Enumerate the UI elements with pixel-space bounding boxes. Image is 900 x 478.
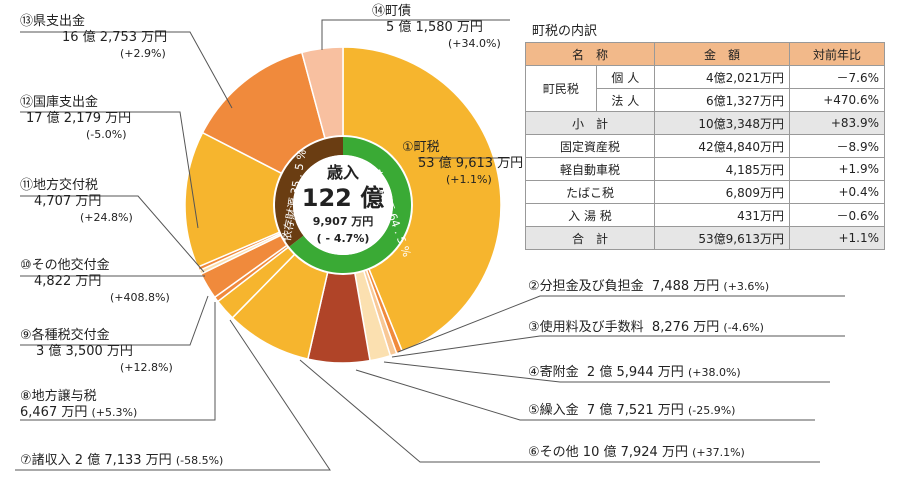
row-name: 個 人 — [595, 65, 656, 89]
col-header-amount: 金 額 — [654, 42, 790, 66]
row-ratio: +1.9% — [789, 157, 885, 181]
row-name: 固定資産税 — [525, 134, 655, 158]
table-header-row: 名 称 金 額 対前年比 — [525, 42, 885, 66]
center-change: ( - 4.7%) — [317, 232, 370, 245]
row-ratio: －7.6% — [789, 65, 885, 89]
label-s7: ⑦諸収入 2 億 7,133 万円 (-58.5%) — [20, 453, 224, 468]
label-s5: ⑤繰入金 7 億 7,521 万円 (-25.9%) — [528, 403, 736, 418]
leader-s11 — [20, 195, 205, 273]
leader-s8 — [20, 302, 216, 421]
label-s13: ⑬県支出金 16 億 2,753 万円 (+2.9%) — [20, 14, 168, 60]
table-row: たばこ税 6,809万円 +0.4% — [525, 180, 885, 204]
table-row: 町民税 個 人 4億2,021万円 －7.6% — [525, 65, 885, 112]
center-total: 122 億 — [302, 184, 384, 212]
label-s11: ⑪地方交付税 4,707 万円 (+24.8%) — [20, 178, 133, 224]
leader-s6 — [299, 359, 820, 463]
row-name: 軽自動車税 — [525, 157, 655, 181]
row-amount: 53億9,613万円 — [654, 226, 790, 250]
row-ratio: －0.6% — [789, 203, 885, 227]
col-header-name: 名 称 — [525, 42, 655, 66]
center-circle — [293, 155, 393, 255]
row-amount: 10億3,348万円 — [654, 111, 790, 135]
row-name: たばこ税 — [525, 180, 655, 204]
label-s4: ④寄附金 2 億 5,944 万円 (+38.0%) — [528, 365, 741, 380]
label-s12: ⑫国庫支出金 17 億 2,179 万円 (-5.0%) — [20, 95, 132, 141]
row-amount: 6億1,327万円 — [654, 88, 790, 112]
label-s6: ⑥その他 10 億 7,924 万円 (+37.1%) — [528, 445, 745, 460]
ring-segment-self — [289, 137, 411, 273]
row-ratio: +1.1% — [789, 226, 885, 250]
tax-breakdown-table: 名 称 金 額 対前年比 町民税 個 人 4億2,021万円 －7.6% 法 人… — [525, 42, 885, 250]
row-amount: 4,185万円 — [654, 157, 790, 181]
row-amount: 431万円 — [654, 203, 790, 227]
center-label: 歳入 — [327, 163, 359, 182]
table-row: 固定資産税 42億4,840万円 －8.9% — [525, 134, 885, 158]
row-amount: 6,809万円 — [654, 180, 790, 204]
table-row: 入 湯 税 431万円 －0.6% — [525, 203, 885, 227]
leader-s13 — [20, 31, 233, 109]
label-s2: ②分担金及び負担金 7,488 万円 (+3.6%) — [528, 279, 770, 294]
row-name: 法 人 — [595, 88, 656, 112]
row-group-label: 町民税 — [525, 65, 597, 112]
col-header-ratio: 対前年比 — [789, 42, 885, 66]
label-s9: ⑨各種税交付金 3 億 3,500 万円 (+12.8%) — [20, 328, 173, 374]
label-s10: ⑩その他交付金 4,822 万円 (+408.8%) — [20, 258, 170, 304]
row-ratio: +0.4% — [789, 180, 885, 204]
center-total-small: 9,907 万円 — [313, 215, 374, 228]
label-s3: ③使用料及び手数料 8,276 万円 (-4.6%) — [528, 320, 764, 335]
row-name: 小 計 — [525, 111, 655, 135]
row-name: 合 計 — [525, 226, 655, 250]
label-s8: ⑧地方譲与税 6,467 万円 (+5.3%) — [20, 389, 138, 420]
label-s1: ①町税 53 億 9,613 万円 (+1.1%) — [402, 140, 524, 186]
row-name: 入 湯 税 — [525, 203, 655, 227]
table-title: 町税の内訳 — [532, 24, 598, 39]
table-row: 小 計 10億3,348万円 +83.9% — [525, 111, 885, 135]
table-row: 法 人 6億1,327万円 +470.6% — [526, 88, 885, 112]
leader-s2 — [397, 295, 845, 353]
row-amount: 42億4,840万円 — [654, 134, 790, 158]
row-ratio: +83.9% — [789, 111, 885, 135]
leader-s3 — [391, 335, 845, 358]
label-s14: ⑭町債 5 億 1,580 万円 (+34.0%) — [372, 4, 501, 50]
leader-s4 — [383, 361, 830, 383]
table-row: 合 計 53億9,613万円 +1.1% — [525, 226, 885, 250]
leader-s5 — [355, 369, 815, 421]
table-row: 軽自動車税 4,185万円 +1.9% — [525, 157, 885, 181]
row-amount: 4億2,021万円 — [654, 65, 790, 89]
leader-s12 — [20, 111, 199, 229]
leader-s9 — [20, 295, 209, 346]
ring-segment-dependent — [275, 137, 343, 247]
row-ratio: －8.9% — [789, 134, 885, 158]
leader-s7 — [15, 319, 331, 471]
leader-s14 — [321, 19, 510, 50]
row-ratio: +470.6% — [789, 88, 885, 112]
